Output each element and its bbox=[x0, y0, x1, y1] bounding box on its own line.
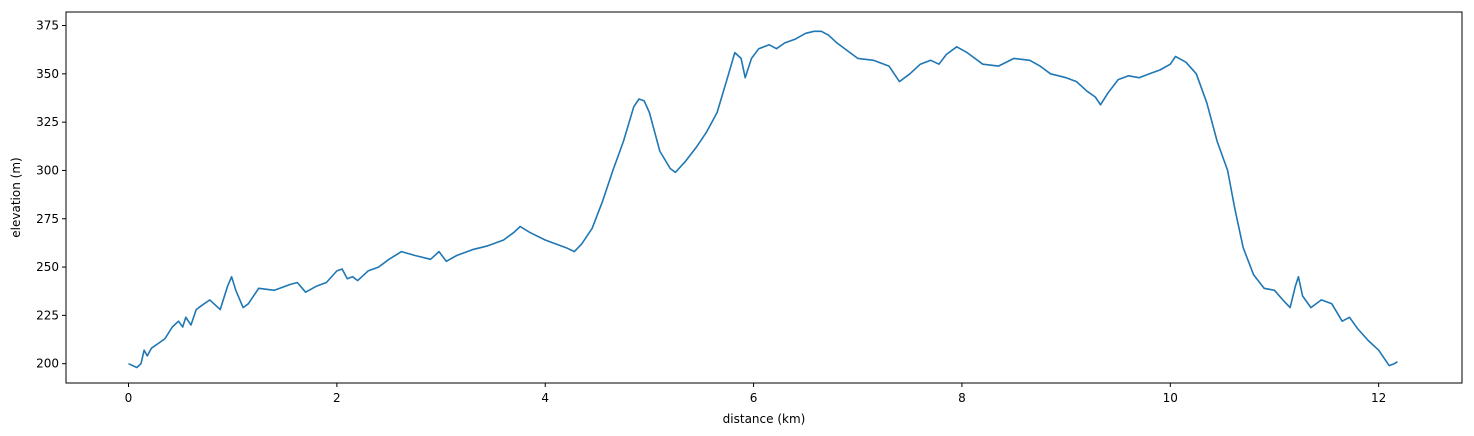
y-tick-label: 375 bbox=[36, 19, 59, 33]
x-tick-label: 8 bbox=[958, 391, 966, 405]
y-tick-label: 200 bbox=[36, 357, 59, 371]
plot-frame bbox=[65, 11, 1463, 384]
y-tick-label: 325 bbox=[36, 115, 59, 129]
x-tick-label: 6 bbox=[750, 391, 758, 405]
y-tick-label: 250 bbox=[36, 260, 59, 274]
y-tick-label: 275 bbox=[36, 212, 59, 226]
x-tick-label: 4 bbox=[541, 391, 549, 405]
y-tick-label: 300 bbox=[36, 163, 59, 177]
x-tick-label: 10 bbox=[1163, 391, 1178, 405]
y-tick-label: 350 bbox=[36, 67, 59, 81]
y-axis: 200 225 250 275 300 325 350 375 bbox=[36, 19, 66, 371]
y-axis-label: elevation (m) bbox=[9, 157, 23, 237]
x-tick-label: 0 bbox=[125, 391, 133, 405]
x-tick-label: 12 bbox=[1371, 391, 1386, 405]
y-tick-label: 225 bbox=[36, 308, 59, 322]
x-axis-label: distance (km) bbox=[723, 412, 806, 426]
x-axis: 0 2 4 6 8 10 12 bbox=[125, 383, 1386, 405]
x-tick-label: 2 bbox=[333, 391, 341, 405]
plot-area bbox=[128, 30, 1398, 369]
elevation-series-line bbox=[128, 30, 1398, 369]
